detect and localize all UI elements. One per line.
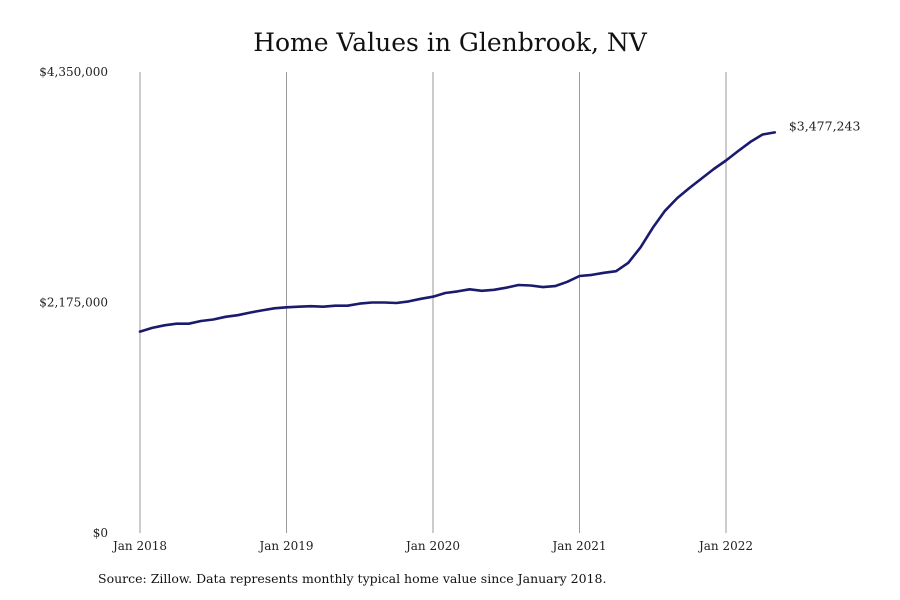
x-tick-label: Jan 2018 <box>111 539 167 553</box>
x-tick-label: Jan 2021 <box>550 539 606 553</box>
x-tick-label: Jan 2022 <box>697 539 753 553</box>
x-axis-labels: Jan 2018 Jan 2019 Jan 2020 Jan 2021 Jan 2022 <box>111 539 753 553</box>
x-tick-label: Jan 2019 <box>257 539 313 553</box>
source-note: Source: Zillow. Data represents monthly … <box>98 571 607 586</box>
y-tick-label: $0 <box>93 526 108 540</box>
home-value-line <box>138 131 777 333</box>
latest-value-label: $3,477,243 <box>789 118 861 133</box>
y-tick-label: $2,175,000 <box>39 296 108 310</box>
x-tick-label: Jan 2020 <box>404 539 460 553</box>
chart-title: Home Values in Glenbrook, NV <box>253 28 647 57</box>
y-tick-label: $4,350,000 <box>39 65 108 79</box>
vertical-gridlines <box>139 72 727 533</box>
y-axis-labels: $0 $2,175,000 $4,350,000 <box>39 65 108 540</box>
